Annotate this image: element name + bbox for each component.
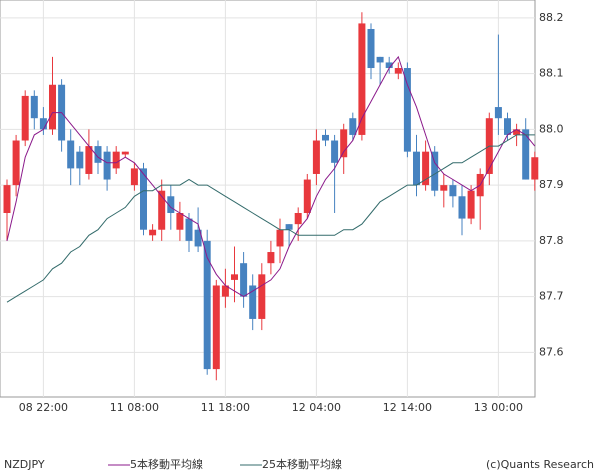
x-tick-label: 12 14:00 (383, 401, 432, 414)
candle-body (140, 168, 147, 230)
candle-body (276, 229, 284, 247)
credit: (c)Quants Research (486, 458, 594, 471)
candle-body (112, 151, 120, 169)
y-tick-label: 87.8 (539, 234, 564, 247)
candle-body (367, 28, 375, 69)
moving-average-line (6, 134, 535, 303)
candle-body (394, 68, 402, 74)
candle-body (94, 146, 102, 163)
candle-body (194, 229, 202, 247)
candle-body (185, 218, 193, 241)
candle-body (67, 140, 75, 169)
y-tick-label: 87.7 (539, 290, 564, 303)
candle-body (12, 140, 20, 186)
candle-body (121, 151, 129, 155)
candle-body (21, 95, 29, 141)
x-tick-label: 11 08:00 (110, 401, 159, 414)
candle-body (103, 151, 111, 180)
x-tick-label: 08 22:00 (19, 401, 68, 414)
candle-body (449, 185, 457, 197)
symbol: NZDJPY (4, 458, 45, 471)
y-tick-label: 87.6 (539, 345, 564, 358)
candle-body (49, 84, 56, 130)
candle-body (376, 56, 384, 63)
candle-body (30, 95, 38, 119)
candle-body (340, 129, 348, 158)
candle-body (413, 151, 420, 186)
plot-frame (0, 0, 536, 398)
legend-label: 5本移動平均線 (130, 457, 203, 471)
candle-body (531, 157, 539, 180)
candle-body (176, 212, 184, 230)
candle-body (294, 212, 302, 225)
candle-body (231, 274, 238, 280)
candle-body (403, 68, 411, 152)
candle-body (221, 285, 229, 297)
candle-body (467, 190, 475, 219)
candle-body (385, 62, 393, 69)
candle-body (303, 179, 311, 213)
candle-body (422, 151, 430, 186)
candle-body (39, 118, 47, 130)
candle-body (130, 168, 138, 186)
candle-body (203, 240, 211, 370)
candle-body (440, 185, 448, 191)
x-tick-label: 12 04:00 (292, 401, 341, 414)
legend-label: 25本移動平均線 (262, 457, 342, 471)
candle-body (85, 146, 93, 174)
candle-body (358, 23, 366, 135)
candle-body (249, 285, 257, 319)
candle-body (167, 196, 175, 213)
candle-body (458, 196, 466, 219)
moving-average-line (6, 55, 536, 298)
candle-body (149, 229, 157, 236)
x-tick-label: 11 18:00 (201, 401, 250, 414)
candle-body (331, 140, 339, 163)
candle-body (513, 129, 521, 135)
candle-body (158, 190, 166, 230)
candle-body (349, 118, 357, 135)
y-tick-label: 88.1 (539, 67, 564, 80)
candle-body (522, 129, 530, 180)
candle-body (267, 252, 275, 264)
candle-body (504, 118, 511, 135)
candle-body (285, 224, 293, 230)
candle-body (312, 140, 320, 174)
y-tick-label: 87.9 (539, 178, 564, 191)
candle-body (322, 134, 329, 141)
candle-body (494, 107, 502, 119)
candle-body (76, 151, 84, 169)
candle-body (212, 285, 220, 370)
y-tick-label: 88.2 (539, 11, 564, 24)
candle-body (258, 274, 266, 319)
candle-body (431, 151, 439, 191)
y-tick-label: 88.0 (539, 122, 564, 135)
candle-body (240, 263, 248, 297)
x-tick-label: 13 00:00 (474, 401, 523, 414)
candle-body (3, 185, 11, 213)
